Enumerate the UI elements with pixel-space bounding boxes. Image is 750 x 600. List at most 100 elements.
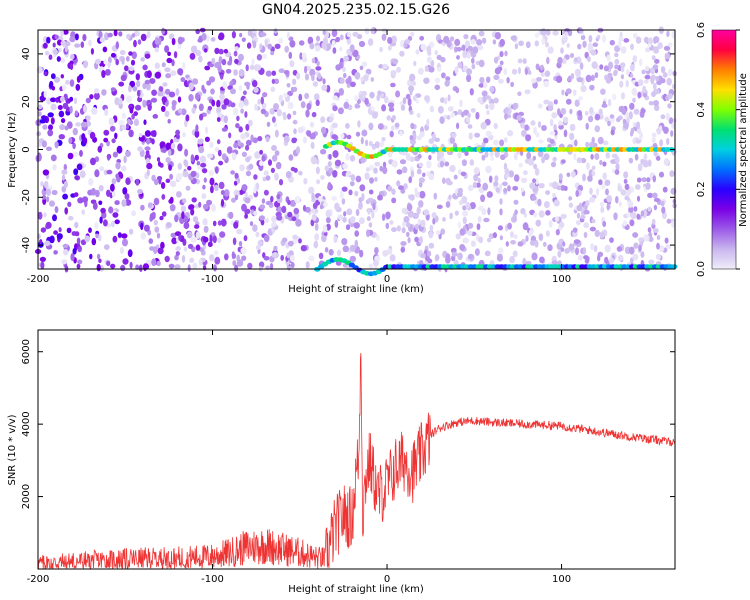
- spectrogram-cell: [568, 196, 573, 201]
- spectrogram-cell: [583, 209, 590, 215]
- spectrogram-cell: [42, 169, 50, 176]
- spectrogram-cell: [457, 169, 462, 175]
- spectrogram-cell: [232, 260, 237, 267]
- spectrogram-cell: [198, 201, 202, 208]
- spectrogram-cell: [143, 224, 150, 232]
- spectrogram-cell: [473, 174, 478, 182]
- spectrogram-cell: [96, 253, 101, 260]
- spectrogram-cell: [119, 50, 126, 55]
- spectrogram-cell: [220, 198, 225, 207]
- spectrogram-cell: [633, 206, 638, 212]
- spectrogram-cell: [192, 216, 199, 223]
- spectrogram-cell: [573, 239, 581, 245]
- spectrogram-cell: [264, 39, 268, 48]
- spectrogram-cell: [575, 220, 582, 226]
- spectrogram-cell: [389, 220, 394, 225]
- spectrogram-cell: [518, 40, 524, 47]
- spectrogram-cell: [101, 89, 107, 96]
- spectrogram-cell: [316, 60, 320, 67]
- spectrogram-cell: [545, 41, 549, 48]
- spectrogram-cell: [236, 259, 244, 267]
- spectrogram-cell: [91, 107, 98, 115]
- spectrogram-cell: [444, 97, 448, 105]
- spectrogram-cell: [355, 208, 360, 216]
- spectrogram-cell: [315, 99, 320, 107]
- spectrogram-cell: [42, 195, 47, 200]
- spectrogram-cell: [270, 86, 276, 93]
- colorbar-ticks: 0.00.20.40.6: [696, 22, 740, 277]
- spectrogram-cell: [580, 157, 587, 164]
- spectrogram-cell: [320, 116, 326, 123]
- spectrogram-cell: [585, 122, 589, 130]
- spectrogram-cell: [103, 137, 109, 143]
- spectrogram-cell: [273, 28, 278, 34]
- spectrogram-cell: [325, 209, 332, 218]
- spectrogram-cell: [623, 38, 630, 43]
- spectrogram-cell: [251, 58, 255, 66]
- spectrogram-cell: [103, 59, 108, 65]
- spectrogram-cell: [180, 77, 186, 83]
- spectrogram-cell: [411, 81, 417, 86]
- spectrogram-cell: [651, 55, 656, 61]
- spectrogram-cell: [168, 91, 176, 98]
- spectrogram-cell: [159, 215, 164, 221]
- spectrogram-cell: [258, 160, 264, 166]
- spectrogram-cell: [221, 127, 228, 132]
- spectrogram-cell: [210, 185, 214, 194]
- spectrogram-cell: [238, 190, 244, 195]
- spectrogram-cell: [199, 113, 204, 121]
- spectrogram-cell: [304, 92, 309, 100]
- spectrogram-cell: [301, 52, 307, 59]
- spectrogram-cell: [647, 192, 654, 199]
- spectrogram-cell: [651, 136, 656, 144]
- spectrogram-cell: [414, 223, 419, 230]
- spectrogram-cell: [206, 199, 213, 206]
- spectrogram-cell: [469, 202, 476, 210]
- spectrogram-cell: [221, 58, 227, 66]
- spectrogram-cell: [308, 255, 315, 262]
- spectrogram-x-label: Height of straight line (km): [288, 284, 424, 295]
- spectrogram-cell: [640, 210, 645, 217]
- spectrogram-cell: [414, 236, 419, 243]
- spectrogram-cell: [396, 225, 401, 232]
- spectrogram-cell: [100, 207, 106, 214]
- spectrogram-cell: [498, 247, 504, 255]
- spectrogram-cell: [488, 103, 495, 111]
- spectrogram-cell: [298, 93, 303, 101]
- spectrogram-cell: [360, 156, 366, 164]
- spectrogram-cell: [295, 219, 302, 227]
- spectrogram-cell: [367, 208, 371, 215]
- spectrogram-cell: [477, 44, 484, 51]
- spectrogram-cell: [483, 217, 490, 223]
- spectrogram-cell: [610, 159, 617, 164]
- spectrogram-cell: [241, 151, 247, 157]
- spectrogram-cell: [132, 86, 138, 92]
- spectrogram-cell: [622, 220, 628, 227]
- spectrogram-cell: [522, 170, 528, 176]
- spectrogram-cell: [166, 57, 173, 64]
- spectrogram-cell: [512, 102, 517, 111]
- spectrogram-cell: [540, 28, 547, 36]
- spectrogram-cell: [199, 155, 207, 163]
- spectrogram-cell: [487, 237, 492, 243]
- spectrogram-cell: [312, 202, 318, 209]
- spectrogram-cell: [203, 177, 207, 183]
- spectrogram-cell: [481, 90, 488, 97]
- spectrogram-cell: [274, 78, 280, 85]
- spectrogram-cell: [310, 141, 315, 150]
- spectrogram-cell: [140, 204, 145, 211]
- spectrogram-cell: [65, 79, 70, 85]
- spectrogram-cell: [339, 190, 344, 199]
- spectrogram-cell: [106, 189, 111, 197]
- spectrogram-cell: [170, 70, 177, 76]
- spectrogram-cell: [369, 177, 374, 184]
- spectrogram-cell: [543, 99, 550, 105]
- spectrogram-cell: [348, 189, 353, 196]
- spectrogram-cell: [434, 137, 441, 142]
- spectrogram-cell: [391, 188, 396, 195]
- spectrogram-cell: [112, 151, 118, 158]
- spectrogram-cell: [437, 66, 442, 72]
- spectrogram-cell: [407, 98, 412, 106]
- spectrogram-cell: [406, 231, 410, 238]
- spectrogram-cell: [183, 159, 188, 166]
